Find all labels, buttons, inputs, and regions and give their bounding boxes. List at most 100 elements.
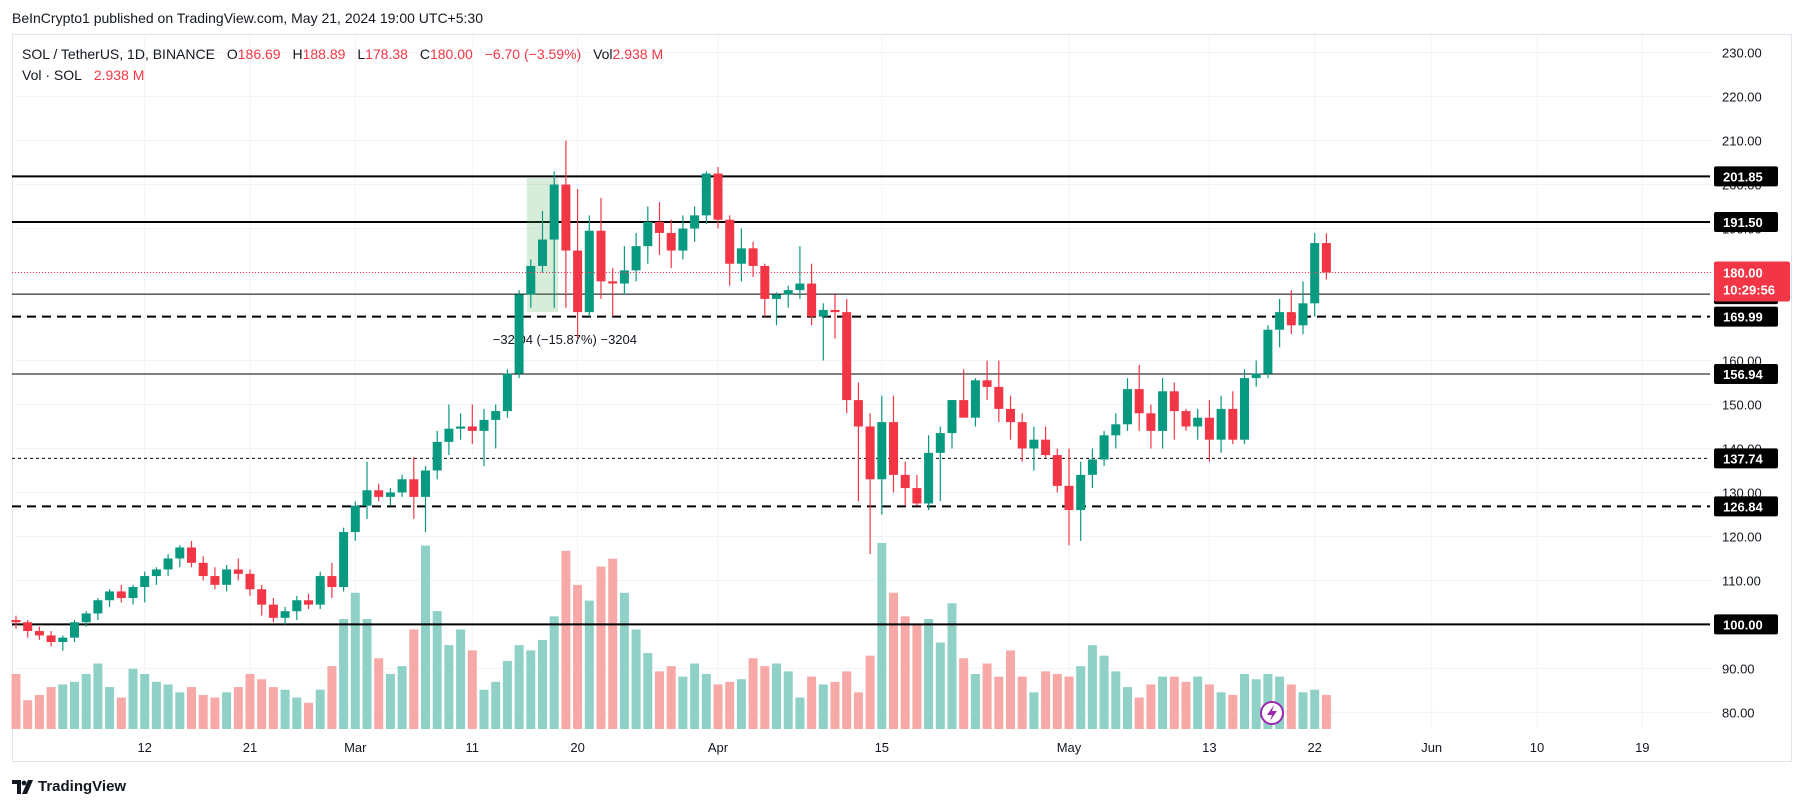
- volume-bar: [982, 663, 992, 729]
- y-tick-label: 220.00: [1722, 90, 1762, 105]
- level-tag-label: 137.74: [1723, 451, 1764, 466]
- candle-body: [970, 380, 980, 418]
- level-tag-label: 126.84: [1723, 499, 1764, 514]
- last-price-tag: [1714, 261, 1790, 302]
- volume-bar: [479, 689, 489, 729]
- x-tick-label: 11: [466, 740, 480, 755]
- volume-bar: [233, 687, 243, 729]
- candle-body: [608, 281, 618, 284]
- candle-body: [163, 558, 173, 570]
- candle-body: [655, 221, 664, 233]
- low-label: L: [357, 46, 366, 62]
- volume-bar: [994, 676, 1004, 729]
- candle-body: [1099, 435, 1109, 460]
- volume-bar: [538, 639, 547, 729]
- x-tick-label: 12: [137, 740, 151, 755]
- volume-bar: [783, 671, 793, 729]
- volume-bar: [34, 694, 44, 729]
- volume-bar: [549, 616, 559, 729]
- candle-body: [70, 622, 79, 638]
- candle-body: [58, 637, 68, 643]
- candle-body: [34, 631, 44, 636]
- volume-bar: [128, 668, 138, 729]
- volume-bar: [339, 618, 349, 729]
- volume-bar: [1298, 692, 1308, 729]
- volume-bar: [1216, 692, 1226, 729]
- symbol-legend: SOL / TetherUS, 1D, BINANCE O186.69 H188…: [22, 44, 663, 86]
- volume-bar: [842, 671, 852, 729]
- candle-body: [549, 184, 559, 240]
- volume-bar: [23, 700, 33, 729]
- candle-body: [187, 547, 196, 563]
- candle-body: [1216, 408, 1226, 440]
- candle-body: [1029, 439, 1039, 449]
- candle-body: [1006, 408, 1015, 423]
- open-label: O: [226, 46, 238, 62]
- candle-body: [502, 373, 512, 412]
- candle-body: [116, 591, 126, 599]
- level-tag-label: 191.50: [1723, 215, 1763, 230]
- volume-bar: [397, 666, 407, 729]
- volume-bar: [502, 660, 512, 729]
- candle-body: [93, 600, 103, 614]
- y-tick-label: 230.00: [1722, 46, 1762, 61]
- volume-bars: [11, 542, 1331, 729]
- candle-body: [1240, 378, 1249, 440]
- volume-bar: [11, 673, 21, 729]
- volume-indicator-label[interactable]: Vol · SOL: [22, 67, 82, 83]
- candle-body: [1193, 417, 1203, 427]
- change-value: −6.70 (−3.59%): [484, 46, 582, 62]
- candle-body: [947, 400, 957, 434]
- volume-bar: [947, 603, 957, 729]
- volume-bar: [877, 542, 887, 729]
- volume-bar: [830, 681, 840, 729]
- symbol-name[interactable]: SOL / TetherUS, 1D, BINANCE: [22, 46, 215, 62]
- candle-body: [409, 479, 419, 497]
- volume-bar: [631, 629, 641, 729]
- volume-bar: [1123, 687, 1132, 729]
- candle-body: [421, 470, 430, 497]
- candle-body: [1310, 243, 1320, 304]
- level-tag: [1714, 448, 1778, 469]
- candle-body: [736, 248, 746, 264]
- volume-bar: [678, 676, 688, 729]
- candle-body: [280, 611, 290, 618]
- candle-body: [1169, 391, 1179, 412]
- high-label: H: [292, 46, 303, 62]
- volume-bar: [140, 673, 150, 729]
- volume-bar: [93, 663, 103, 729]
- candle-body: [514, 294, 524, 374]
- candle-body: [959, 400, 969, 418]
- ohlc-row: SOL / TetherUS, 1D, BINANCE O186.69 H188…: [22, 44, 663, 65]
- volume-bar: [561, 550, 571, 729]
- volume-bar: [818, 684, 828, 729]
- x-tick-label: 15: [875, 740, 889, 755]
- volume-bar: [1321, 694, 1331, 729]
- candle-body: [818, 309, 828, 317]
- candle-body: [222, 569, 232, 585]
- candle-body: [1298, 303, 1308, 326]
- y-tick-label: 110.00: [1722, 573, 1761, 588]
- volume-bar: [409, 629, 419, 729]
- volume-bar: [736, 679, 746, 729]
- volume-bar: [432, 611, 442, 729]
- candle-body: [1041, 439, 1051, 456]
- volume-bar: [1169, 676, 1179, 729]
- candle-body: [678, 228, 688, 251]
- volume-bar: [1134, 697, 1144, 729]
- candle-body: [210, 576, 220, 585]
- replay-icon[interactable]: [1260, 701, 1284, 725]
- volume-bar: [690, 663, 700, 729]
- candle-body: [11, 620, 21, 623]
- volume-row: Vol · SOL 2.938 M: [22, 65, 663, 86]
- volume-bar: [1251, 679, 1261, 729]
- volume-bar: [1275, 676, 1285, 729]
- candle-body: [456, 426, 466, 429]
- tradingview-footer[interactable]: TradingView: [12, 778, 126, 795]
- volume-bar: [889, 592, 898, 729]
- volume-bar: [385, 673, 395, 729]
- candle-body: [81, 613, 91, 623]
- candle-body: [865, 426, 875, 480]
- volume-bar: [315, 689, 325, 729]
